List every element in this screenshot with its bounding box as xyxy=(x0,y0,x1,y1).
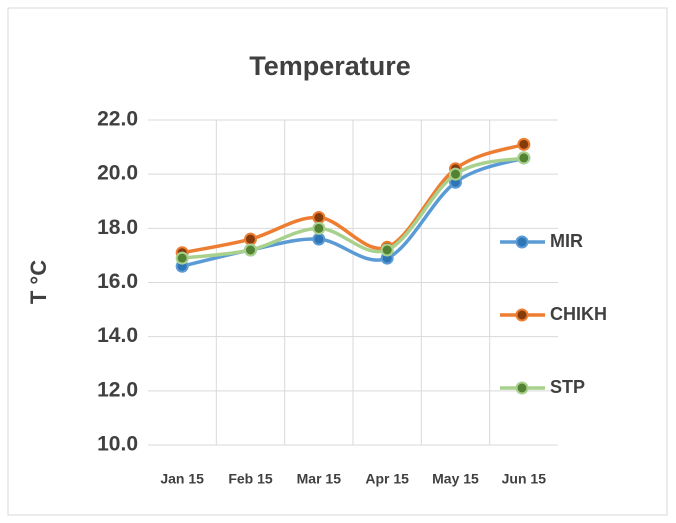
x-tick-label: May 15 xyxy=(432,471,479,487)
legend-label: STP xyxy=(550,377,585,397)
y-tick-label: 16.0 xyxy=(97,270,138,293)
data-point xyxy=(449,167,462,181)
x-tick-label: Jun 15 xyxy=(502,471,547,487)
y-tick-label: 18.0 xyxy=(97,216,138,239)
x-tick-label: Jan 15 xyxy=(160,471,204,487)
data-point xyxy=(244,243,257,257)
legend-marker xyxy=(515,235,529,249)
data-point xyxy=(517,151,531,165)
y-tick-label: 20.0 xyxy=(97,162,138,185)
legend-label: MIR xyxy=(550,231,583,251)
y-axis-label: T °C xyxy=(26,260,51,304)
data-point xyxy=(312,221,326,235)
data-point xyxy=(517,137,531,151)
x-tick-label: Mar 15 xyxy=(297,471,342,487)
y-tick-label: 12.0 xyxy=(97,378,138,401)
chart-border xyxy=(7,7,668,516)
data-point xyxy=(380,243,394,257)
chart-title: Temperature xyxy=(249,51,411,81)
data-point xyxy=(175,251,189,265)
x-tick-label: Apr 15 xyxy=(365,471,409,487)
legend-label: CHIKH xyxy=(550,304,607,324)
data-point xyxy=(312,211,326,224)
y-tick-label: 14.0 xyxy=(97,324,138,347)
data-point xyxy=(312,232,326,246)
data-point xyxy=(244,232,257,246)
x-tick-label: Feb 15 xyxy=(228,471,273,487)
legend-marker xyxy=(515,381,529,395)
y-tick-label: 22.0 xyxy=(97,108,138,131)
legend-marker xyxy=(515,308,529,322)
y-tick-label: 10.0 xyxy=(97,433,138,456)
